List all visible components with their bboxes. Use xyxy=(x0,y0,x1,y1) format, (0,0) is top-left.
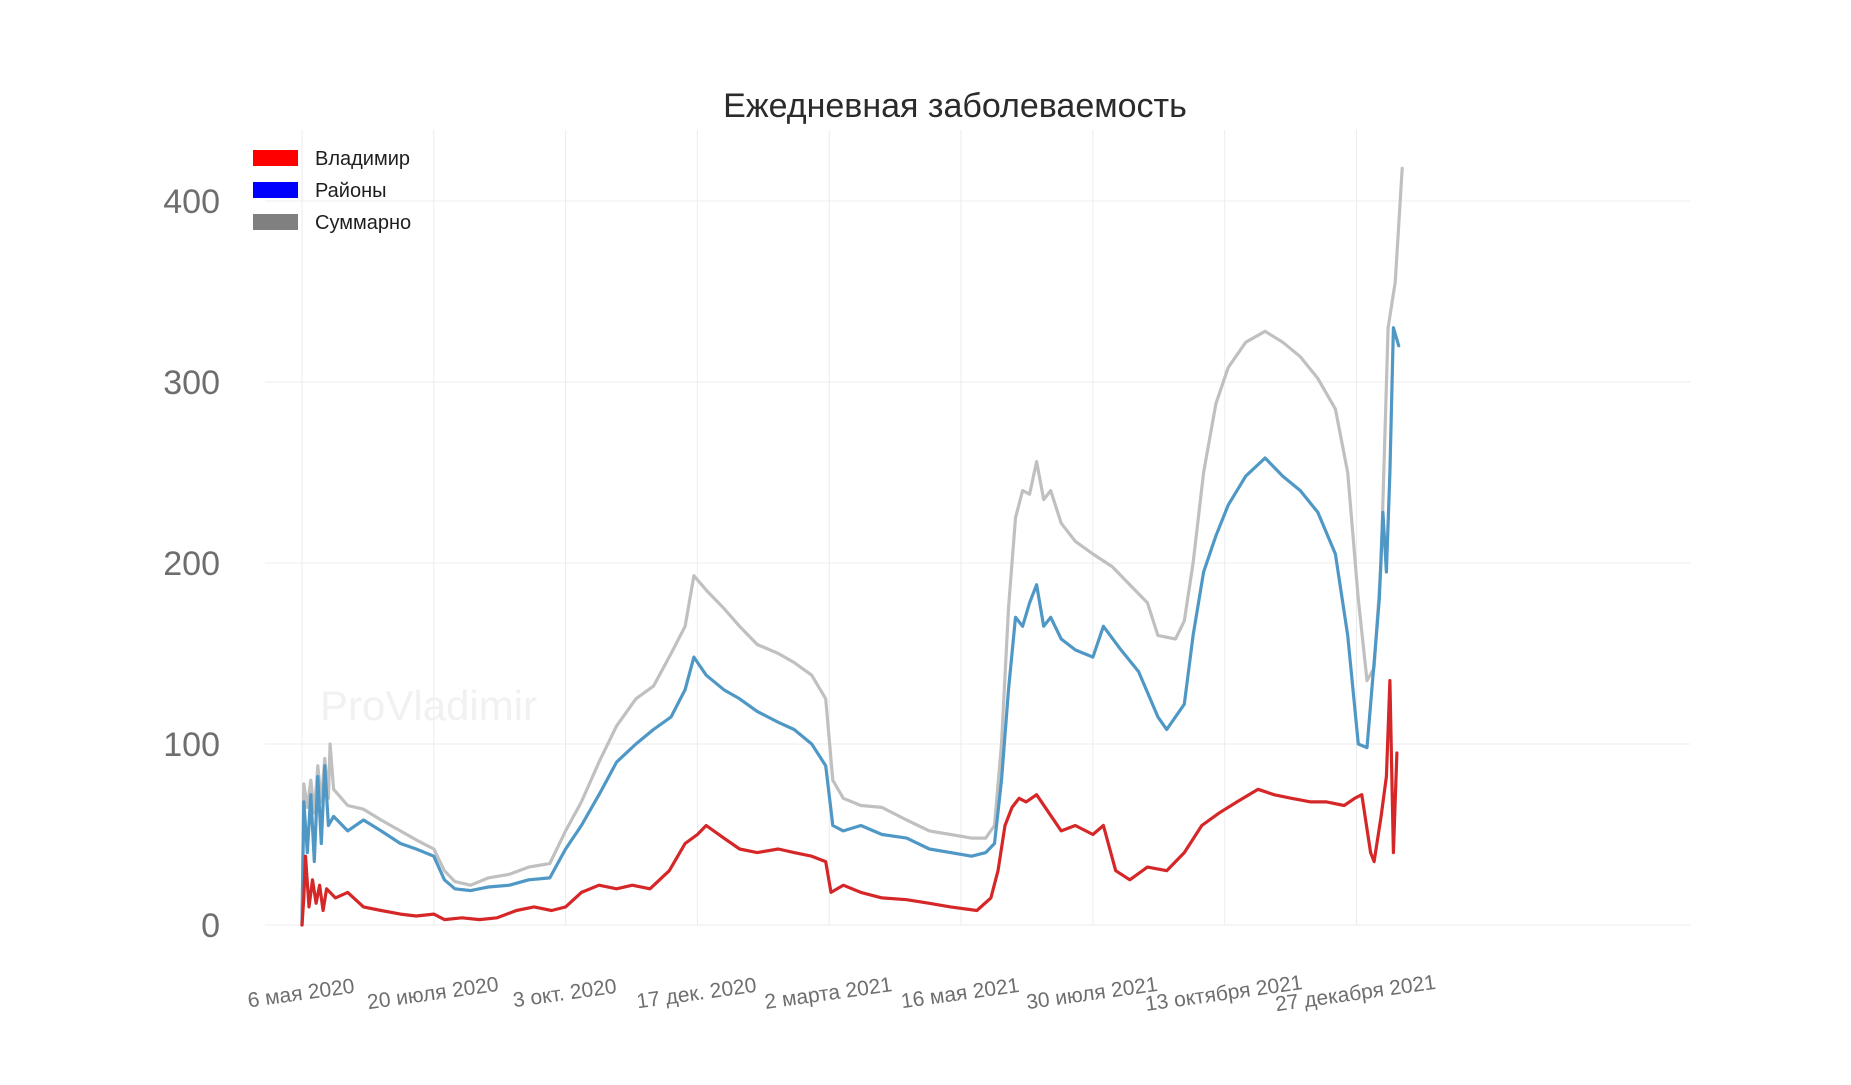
legend-label-1[interactable]: Владимир xyxy=(315,148,410,170)
x-tick-label-1: 20 июля 2020 xyxy=(366,973,500,1014)
x-tick-label-5: 16 мая 2021 xyxy=(900,974,1021,1013)
y-tick-label-2: 200 xyxy=(163,545,220,583)
series-line-1 xyxy=(300,166,1404,927)
grid-lines xyxy=(265,130,1690,926)
legend-swatch-1[interactable] xyxy=(253,150,298,166)
legend-swatch-2[interactable] xyxy=(253,182,298,198)
x-tick-label-2: 3 окт. 2020 xyxy=(511,975,617,1012)
watermark-text: ProVladimir xyxy=(320,682,537,729)
y-tick-label-3: 300 xyxy=(163,364,220,402)
x-axis-ticks: 6 мая 2020 20 июля 2020 3 окт. 2020 17 дек.… xyxy=(246,971,1437,1016)
chart-title: Ежедневная заболеваемость xyxy=(723,87,1187,125)
x-tick-label-3: 17 дек. 2020 xyxy=(635,974,758,1014)
y-axis-ticks: 0 100 200 300 400 xyxy=(163,183,220,945)
series-line-3 xyxy=(300,679,1399,927)
legend-label-3[interactable]: Суммарно xyxy=(315,212,411,234)
x-tick-label-0: 6 мая 2020 xyxy=(246,975,356,1013)
x-tick-label-6: 30 июля 2021 xyxy=(1025,973,1159,1014)
series-group xyxy=(300,166,1404,927)
series-line-2 xyxy=(300,326,1401,927)
y-tick-label-1: 100 xyxy=(163,726,220,764)
y-tick-label-4: 400 xyxy=(163,183,220,221)
x-tick-label-4: 2 марта 2021 xyxy=(763,973,893,1014)
y-tick-label-0: 0 xyxy=(201,907,220,945)
legend-label-2[interactable]: Районы xyxy=(315,180,387,202)
legend-swatch-3[interactable] xyxy=(253,214,298,230)
legend[interactable]: Владимир Районы Суммарно xyxy=(253,148,411,234)
